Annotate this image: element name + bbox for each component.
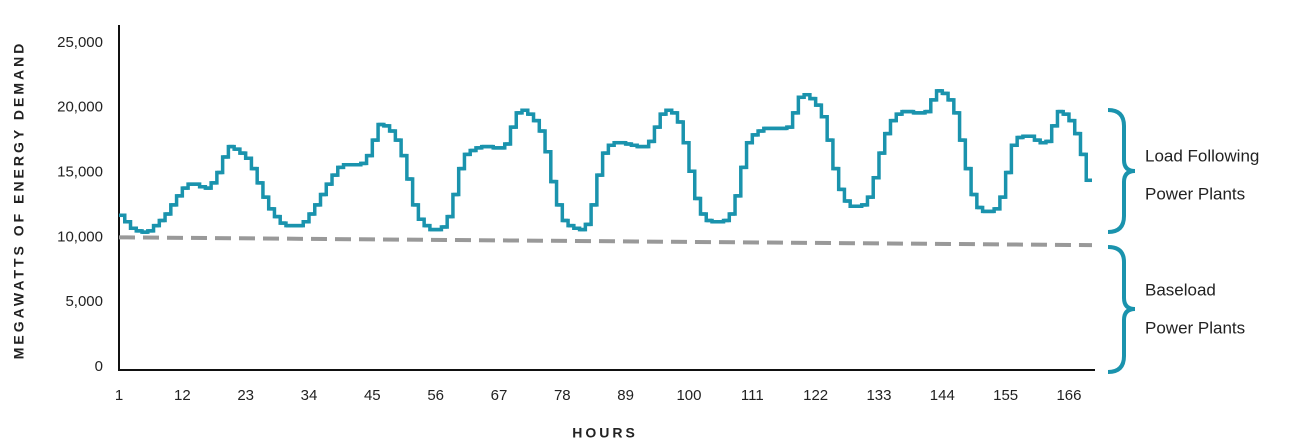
bracket xyxy=(1107,245,1136,374)
x-tick-label: 34 xyxy=(301,387,318,404)
y-axis-title: MEGAWATTS OF ENERGY DEMAND xyxy=(11,41,27,360)
x-tick-label: 133 xyxy=(866,387,891,404)
y-tick-label: 5,000 xyxy=(65,293,103,310)
x-tick-label: 100 xyxy=(676,387,701,404)
step-connector xyxy=(119,89,1092,234)
x-tick-label: 1 xyxy=(115,387,123,404)
baseload-line xyxy=(118,235,1093,248)
bracket xyxy=(1107,108,1136,234)
x-tick-label: 122 xyxy=(803,387,828,404)
x-tick-label: 166 xyxy=(1056,387,1081,404)
x-tick-label: 78 xyxy=(554,387,571,404)
x-axis-title: HOURS xyxy=(572,425,638,441)
x-tick-label: 56 xyxy=(427,387,444,404)
y-tick-label: 10,000 xyxy=(57,228,103,245)
annotation: Baseload xyxy=(1145,280,1216,299)
x-tick-label: 89 xyxy=(617,387,634,404)
x-tick-label: 111 xyxy=(741,387,764,404)
annotation: Load Following xyxy=(1145,146,1259,165)
y-tick-label: 15,000 xyxy=(57,163,103,180)
y-tick-label: 20,000 xyxy=(57,99,103,116)
x-tick-label: 67 xyxy=(491,387,508,404)
x-tick-label: 45 xyxy=(364,387,381,404)
annotation: Power Plants xyxy=(1145,184,1245,203)
x-tick-label: 155 xyxy=(993,387,1018,404)
y-tick-label: 25,000 xyxy=(57,34,103,51)
x-tick-label: 12 xyxy=(174,387,191,404)
annotation: Power Plants xyxy=(1145,318,1245,337)
x-tick-label: 23 xyxy=(237,387,254,404)
x-tick-label: 144 xyxy=(930,387,955,404)
y-tick-label: 0 xyxy=(95,358,103,375)
